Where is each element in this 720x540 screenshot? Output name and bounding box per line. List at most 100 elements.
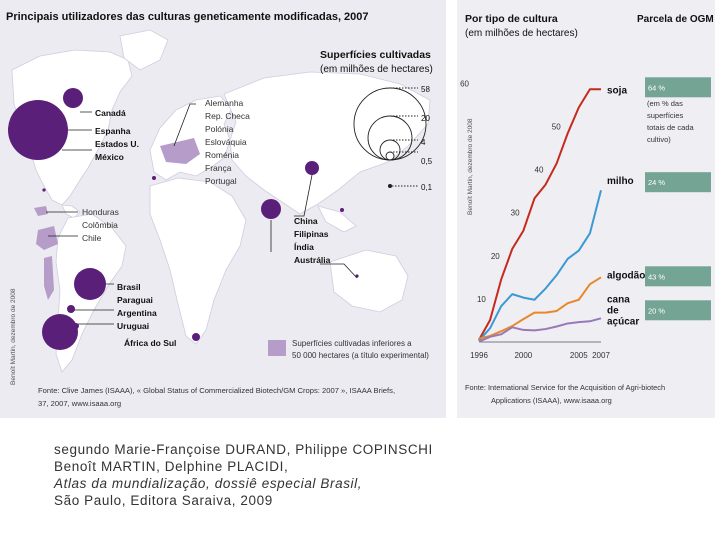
share-label-0: 64 % xyxy=(648,83,665,92)
map-source-line-1: Fonte: Clive James (ISAAA), « Global Sta… xyxy=(38,386,395,395)
central-america-landmass xyxy=(61,204,81,219)
x-tick-label-2005: 2005 xyxy=(570,351,588,360)
asia-landmass xyxy=(223,71,431,215)
chart-credit: Benoît Martin, dezembro de 2008 xyxy=(467,118,474,215)
labels-south-america: Brasil Paraguai Argentina Uruguai África… xyxy=(117,282,176,348)
legend-value-05: 0,5 xyxy=(421,157,433,166)
bubble-brazil xyxy=(74,268,106,300)
share-note-1: (em % das xyxy=(647,99,683,108)
label-germany: Alemanha xyxy=(205,98,244,108)
bubble-canada xyxy=(63,88,83,108)
bubble-india xyxy=(261,199,281,219)
leader-china xyxy=(294,174,313,217)
chile-area xyxy=(44,256,54,300)
share-bar-1 xyxy=(645,172,711,193)
label-poland: Polónia xyxy=(205,124,234,134)
share-bar-2 xyxy=(645,266,711,287)
series-line-3 xyxy=(478,317,602,343)
world-map: Principais utilizadores das culturas gen… xyxy=(0,0,446,418)
leader-na xyxy=(62,111,92,151)
share-bar-0 xyxy=(645,77,711,98)
legend-value-4: 4 xyxy=(421,138,426,147)
y-tick-label-60: 60 xyxy=(460,79,469,88)
legend-value-20: 20 xyxy=(421,114,430,123)
bubble-spain xyxy=(152,176,156,180)
chart-title-1: Por tipo de cultura xyxy=(465,13,558,25)
share-bar-3 xyxy=(645,300,711,321)
bubble-uruguay xyxy=(73,323,79,329)
label-spain: Espanha xyxy=(95,126,131,136)
share-label-1: 24 % xyxy=(648,178,665,187)
share-note-2: superfícies xyxy=(647,111,684,120)
chart-title-2: (em milhões de hectares) xyxy=(465,28,578,39)
legend-circle-01 xyxy=(387,183,393,189)
colombia-area xyxy=(36,226,58,250)
bubble-usa xyxy=(8,100,68,160)
y-tick-label-50: 50 xyxy=(552,122,561,131)
share-title: Parcela de OGM xyxy=(637,14,714,25)
label-australia: Austrália xyxy=(294,255,331,265)
leader-australia xyxy=(320,263,358,279)
label-portugal: Portugal xyxy=(205,176,237,186)
experimental-areas xyxy=(34,138,200,300)
bubbles xyxy=(8,88,359,350)
map-source-line-2: 37, 2007, www.isaaa.org xyxy=(38,399,121,408)
chart-source-line-2: Applications (ISAAA), www.isaaa.org xyxy=(491,396,612,405)
x-tick-label-2000: 2000 xyxy=(514,351,532,360)
map-credit: Benoît Martin, dezembro de 2008 xyxy=(10,288,17,385)
label-south-africa: África do Sul xyxy=(124,338,176,348)
label-argentina: Argentina xyxy=(117,308,157,318)
caption-line-3: Atlas da mundialização, dossiê especial … xyxy=(54,476,363,491)
labels-north-america: Canadá Espanha Estados U. México xyxy=(95,108,139,162)
bubble-china xyxy=(305,161,319,175)
y-tick-label-40: 40 xyxy=(535,166,544,175)
label-chile: Chile xyxy=(82,233,102,243)
label-paraguay: Paraguai xyxy=(117,295,153,305)
legend-title-2: (em milhões de hectares) xyxy=(320,64,433,75)
chart-x-ticks: 1996 2000 2005 2007 xyxy=(470,351,610,360)
y-tick-label-10: 10 xyxy=(477,295,486,304)
series-line-0 xyxy=(478,88,601,341)
legend-value-58: 58 xyxy=(421,85,430,94)
legend-value-01: 0,1 xyxy=(421,183,433,192)
series-label-milho: milho xyxy=(607,176,634,187)
map-title: Principais utilizadores das culturas gen… xyxy=(6,11,369,23)
bubble-paraguay xyxy=(67,305,75,313)
caption-line-1: segundo Marie-Françoise DURAND, Philippe… xyxy=(54,442,433,457)
series-label-cana-3: açúcar xyxy=(607,316,639,327)
series-label-cana-2: de xyxy=(607,305,619,316)
share-note-3: totais de cada xyxy=(647,123,695,132)
label-mexico: México xyxy=(95,152,124,162)
bubble-argentina xyxy=(42,314,78,350)
europe-experimental-area xyxy=(160,138,200,164)
crop-line-chart: Por tipo de cultura (em milhões de hecta… xyxy=(457,0,715,418)
label-brazil: Brasil xyxy=(117,282,141,292)
labels-central-america: Honduras Colômbia Chile xyxy=(82,207,119,243)
size-legend xyxy=(353,87,427,189)
label-honduras: Honduras xyxy=(82,207,119,217)
label-china: China xyxy=(294,216,318,226)
chart-y-ticks: 10 20 30 40 50 60 xyxy=(460,79,561,304)
share-label-3: 20 % xyxy=(648,306,665,315)
leader-eu xyxy=(173,103,196,147)
caption-line-2: Benoît MARTIN, Delphine PLACIDI, xyxy=(54,459,289,474)
series-label-cana-1: cana xyxy=(607,294,630,305)
honduras-area xyxy=(34,206,48,216)
greenland-landmass xyxy=(119,29,169,71)
label-uruguay: Uruguai xyxy=(117,321,149,331)
leader-ca xyxy=(46,211,78,237)
x-tick-label-1996: 1996 xyxy=(470,351,488,360)
series-line-1 xyxy=(478,189,602,342)
chart-share-bars: 64 % 24 % 43 % 20 % xyxy=(645,77,711,321)
label-romania: Roménia xyxy=(205,150,239,160)
legend-title-1: Superfícies cultivadas xyxy=(320,49,431,61)
y-tick-label-20: 20 xyxy=(491,252,500,261)
series-label-soja: soja xyxy=(607,85,627,96)
share-label-2: 43 % xyxy=(648,272,665,281)
label-philippines: Filipinas xyxy=(294,229,329,239)
x-tick-label-2007: 2007 xyxy=(592,351,610,360)
leader-lines xyxy=(46,103,358,325)
bubble-mexico xyxy=(42,188,46,192)
experimental-legend-swatch xyxy=(268,340,286,356)
